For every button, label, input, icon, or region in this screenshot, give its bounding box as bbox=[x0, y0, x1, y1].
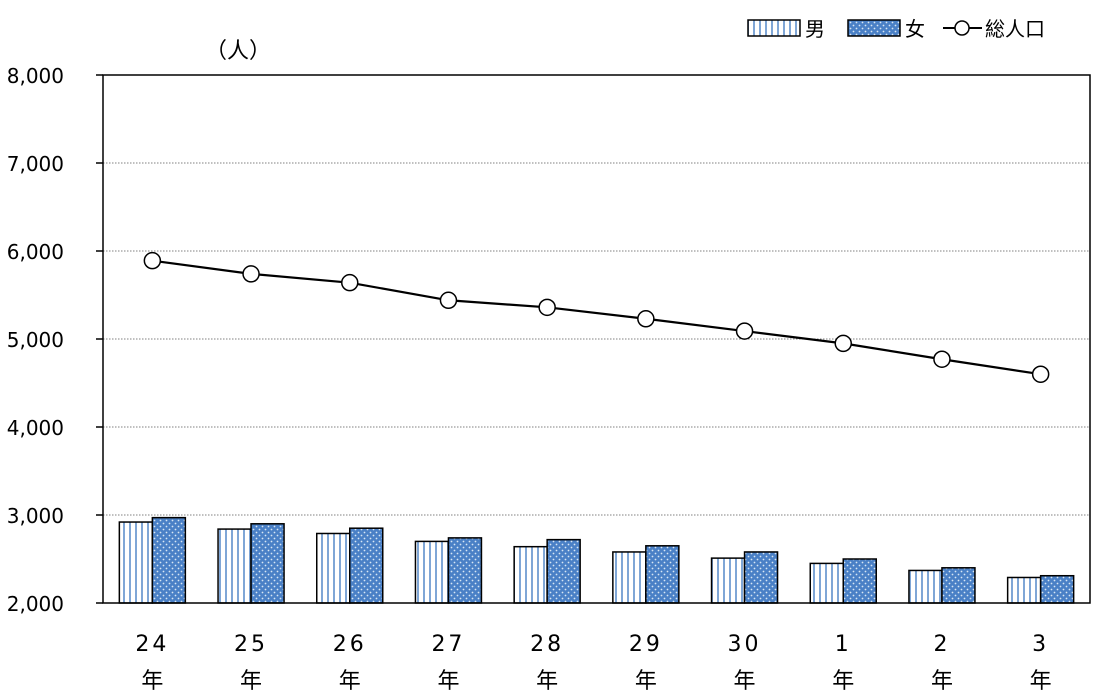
x-category-number: 1 bbox=[835, 632, 852, 657]
bar-male bbox=[513, 545, 548, 604]
bar-female bbox=[151, 516, 187, 604]
legend-label-female: 女 bbox=[905, 17, 925, 41]
total-point bbox=[538, 298, 556, 317]
gridlines bbox=[103, 162, 1090, 516]
legend-marker-total bbox=[954, 20, 970, 36]
total-point bbox=[242, 265, 260, 283]
x-category-number: 2 bbox=[933, 632, 950, 657]
total-point bbox=[933, 350, 951, 368]
x-category-suffix: 年 bbox=[240, 669, 262, 694]
y-tick-label: 4,000 bbox=[7, 416, 64, 440]
total-population-line bbox=[143, 251, 1050, 383]
x-category-number: 24 bbox=[135, 632, 169, 657]
bar-male bbox=[809, 562, 844, 604]
plot-border bbox=[102, 74, 1091, 604]
bar-female bbox=[645, 545, 680, 604]
bar-male bbox=[612, 551, 647, 604]
bar-male bbox=[414, 540, 450, 604]
bar-male bbox=[1006, 576, 1042, 604]
legend: 男 女 総人口 bbox=[747, 17, 1045, 41]
total-point bbox=[341, 273, 359, 292]
y-axis-ticks: 8,000 7,000 6,000 5,000 4,000 3,000 2,000 bbox=[7, 64, 103, 616]
total-point bbox=[143, 251, 162, 270]
x-axis-categories: 24 年 25 年 26 年 27 年 28 年 29 年 30 年 1 年 2 年 3 年 bbox=[135, 632, 1051, 694]
x-category-suffix: 年 bbox=[832, 669, 854, 694]
legend-swatch-male bbox=[747, 19, 801, 37]
total-point bbox=[637, 310, 655, 328]
bar-female bbox=[349, 527, 384, 604]
y-tick-label: 2,000 bbox=[7, 592, 64, 616]
y-tick-label: 3,000 bbox=[7, 504, 64, 528]
bar-female bbox=[546, 538, 581, 604]
legend-label-male: 男 bbox=[805, 17, 825, 41]
x-category-suffix: 年 bbox=[734, 669, 756, 694]
bar-male bbox=[316, 532, 351, 604]
x-category-number: 28 bbox=[530, 632, 564, 657]
total-point bbox=[1031, 365, 1050, 383]
bar-female bbox=[1039, 574, 1075, 604]
bar-male bbox=[710, 557, 746, 604]
unit-label: （人） bbox=[205, 39, 271, 64]
x-category-suffix: 年 bbox=[635, 669, 657, 694]
x-category-suffix: 年 bbox=[141, 669, 163, 694]
x-category-number: 26 bbox=[333, 632, 367, 657]
bar-female bbox=[447, 537, 483, 604]
bars bbox=[118, 516, 1075, 604]
legend-swatch-female bbox=[847, 19, 901, 37]
legend-label-total: 総人口 bbox=[985, 17, 1045, 41]
bar-female bbox=[941, 567, 976, 604]
y-tick-label: 5,000 bbox=[7, 328, 64, 352]
bar-male bbox=[118, 521, 154, 604]
total-point bbox=[735, 322, 754, 340]
y-tick-label: 6,000 bbox=[7, 240, 64, 264]
x-category-suffix: 年 bbox=[437, 669, 459, 694]
total-line bbox=[152, 259, 1041, 376]
plot-frame bbox=[102, 74, 1091, 604]
x-category-suffix: 年 bbox=[536, 669, 558, 694]
y-tick-label: 7,000 bbox=[7, 152, 64, 176]
x-category-number: 30 bbox=[728, 632, 762, 657]
x-category-number: 25 bbox=[234, 632, 268, 657]
x-category-suffix: 年 bbox=[931, 669, 953, 694]
x-category-number: 29 bbox=[629, 632, 663, 657]
y-tick-label: 8,000 bbox=[7, 64, 64, 88]
bar-male bbox=[217, 528, 252, 604]
total-point bbox=[439, 291, 458, 310]
bar-male bbox=[908, 569, 943, 604]
x-category-suffix: 年 bbox=[1030, 669, 1052, 694]
bar-female bbox=[743, 551, 779, 604]
x-category-number: 3 bbox=[1032, 632, 1049, 657]
x-category-number: 27 bbox=[431, 632, 465, 657]
total-point bbox=[834, 334, 852, 353]
bar-female bbox=[250, 523, 285, 604]
x-category-suffix: 年 bbox=[339, 669, 361, 694]
bar-female bbox=[842, 558, 877, 604]
